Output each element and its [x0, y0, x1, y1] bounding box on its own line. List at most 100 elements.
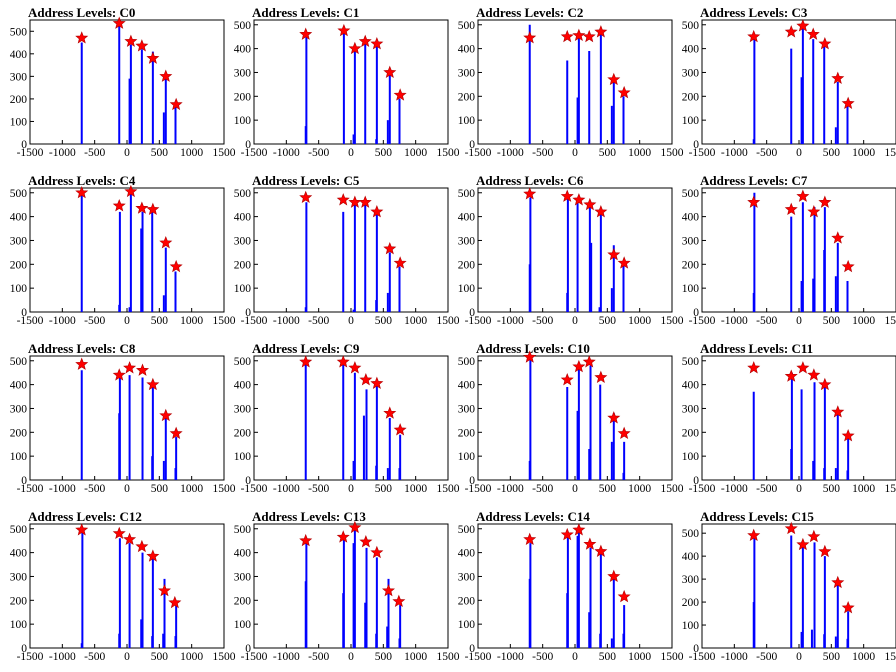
peak-marker: [123, 361, 137, 374]
panel-c2: Address Levels: C2-1500 -1000 -500 0 500 1000…: [458, 5, 684, 159]
peak-marker: [807, 368, 821, 381]
plot-frame: [253, 19, 449, 145]
x-tick-label: 1000: [180, 147, 203, 159]
peak-marker: [607, 72, 621, 86]
x-tick-label: -1500: [689, 147, 716, 159]
y-tick-label: 300: [458, 571, 476, 583]
peak-marker: [807, 529, 821, 543]
y-tick-label: 500: [10, 26, 28, 38]
peak-marker: [560, 189, 574, 202]
plot-frame: [253, 355, 449, 481]
plot-frame: [29, 19, 225, 145]
y-tick-label: 200: [10, 259, 28, 271]
panel-c8: Address Levels: C8-1500 -1000 -500 0 500 1000…: [10, 341, 236, 495]
peak-marker: [135, 201, 149, 214]
y-tick-label: 500: [458, 524, 476, 536]
y-tick-label: 500: [234, 524, 252, 536]
x-tick-label: 1000: [180, 483, 203, 495]
y-tick-label: 100: [234, 451, 252, 463]
y-tick-label: 100: [682, 620, 700, 632]
y-tick-label: 400: [682, 44, 700, 56]
x-tick-label: -500: [308, 315, 329, 327]
y-tick-label: 500: [10, 356, 28, 368]
x-tick-label: 1500: [885, 651, 896, 663]
peak-marker: [370, 37, 384, 50]
x-tick-label: -500: [532, 315, 553, 327]
peak-marker: [159, 236, 173, 249]
x-tick-label: 1500: [885, 315, 896, 327]
peak-marker: [796, 537, 810, 551]
x-tick-label: 1500: [437, 651, 460, 663]
peak-marker: [747, 528, 761, 542]
y-tick-label: 500: [682, 528, 700, 540]
y-tick-label: 300: [234, 403, 252, 415]
panel-title: Address Levels: C3: [700, 5, 808, 20]
x-tick-label: 0: [124, 483, 130, 495]
y-tick-label: 500: [234, 20, 252, 32]
y-tick-label: 0: [245, 139, 251, 151]
peak-marker: [594, 205, 608, 218]
y-tick-label: 100: [458, 451, 476, 463]
peak-marker: [299, 355, 313, 368]
peak-marker: [784, 202, 798, 215]
y-tick-label: 200: [458, 91, 476, 103]
x-tick-label: 1500: [885, 147, 896, 159]
peak-marker: [336, 193, 350, 206]
peak-marker: [359, 535, 373, 548]
peak-marker: [112, 526, 126, 540]
peak-marker: [841, 96, 855, 109]
x-tick-label: -1000: [273, 315, 300, 327]
peak-marker: [135, 39, 149, 52]
plot-frame: [701, 187, 896, 313]
y-tick-label: 200: [458, 259, 476, 271]
x-tick-label: -1500: [465, 147, 492, 159]
x-tick-label: -1500: [17, 651, 44, 663]
peak-marker: [159, 408, 173, 422]
x-tick-label: 1000: [628, 651, 651, 663]
peak-marker: [348, 520, 362, 534]
peak-marker: [112, 368, 126, 381]
y-tick-label: 0: [245, 643, 251, 655]
x-tick-label: 0: [796, 315, 802, 327]
y-tick-label: 100: [10, 283, 28, 295]
x-tick-label: 500: [823, 315, 841, 327]
y-tick-label: 0: [21, 139, 27, 151]
y-tick-label: 0: [245, 475, 251, 487]
x-tick-label: 500: [599, 147, 617, 159]
peak-marker: [607, 411, 621, 424]
peak-marker: [582, 29, 596, 43]
panel-title: Address Levels: C2: [476, 5, 583, 20]
x-tick-label: -1500: [241, 483, 268, 495]
y-tick-label: 300: [10, 403, 28, 415]
x-tick-label: 0: [348, 483, 354, 495]
y-tick-label: 500: [682, 20, 700, 32]
x-tick-label: 500: [151, 315, 169, 327]
y-tick-label: 500: [10, 188, 28, 200]
peak-marker: [159, 69, 173, 82]
peak-marker: [818, 195, 832, 208]
y-tick-label: 300: [234, 235, 252, 247]
panel-c13: Address Levels: C13 -1500 -1000 -500 0 500 100…: [234, 509, 460, 663]
peak-marker: [818, 377, 832, 391]
peak-marker: [146, 549, 160, 562]
panel-title: Address Levels: C15: [700, 509, 814, 524]
y-tick-label: 300: [682, 67, 700, 79]
y-tick-label: 200: [234, 595, 252, 607]
x-tick-label: -1000: [49, 651, 76, 663]
panel-c15: Address Levels: C15 -1500 -1000 -500 0 500 100…: [682, 509, 896, 663]
peak-marker: [831, 405, 845, 418]
y-tick-label: 0: [469, 475, 475, 487]
y-tick-label: 300: [10, 571, 28, 583]
peak-marker: [348, 41, 362, 55]
x-tick-label: 1500: [885, 483, 896, 495]
x-tick-label: 1500: [661, 483, 684, 495]
peak-marker: [572, 359, 586, 373]
x-tick-label: -1000: [497, 483, 524, 495]
peak-marker: [560, 373, 574, 386]
peak-marker: [784, 369, 798, 382]
x-tick-label: -500: [756, 315, 777, 327]
peak-marker: [523, 532, 537, 546]
plot-frame: [701, 19, 896, 145]
peak-marker: [747, 195, 761, 208]
